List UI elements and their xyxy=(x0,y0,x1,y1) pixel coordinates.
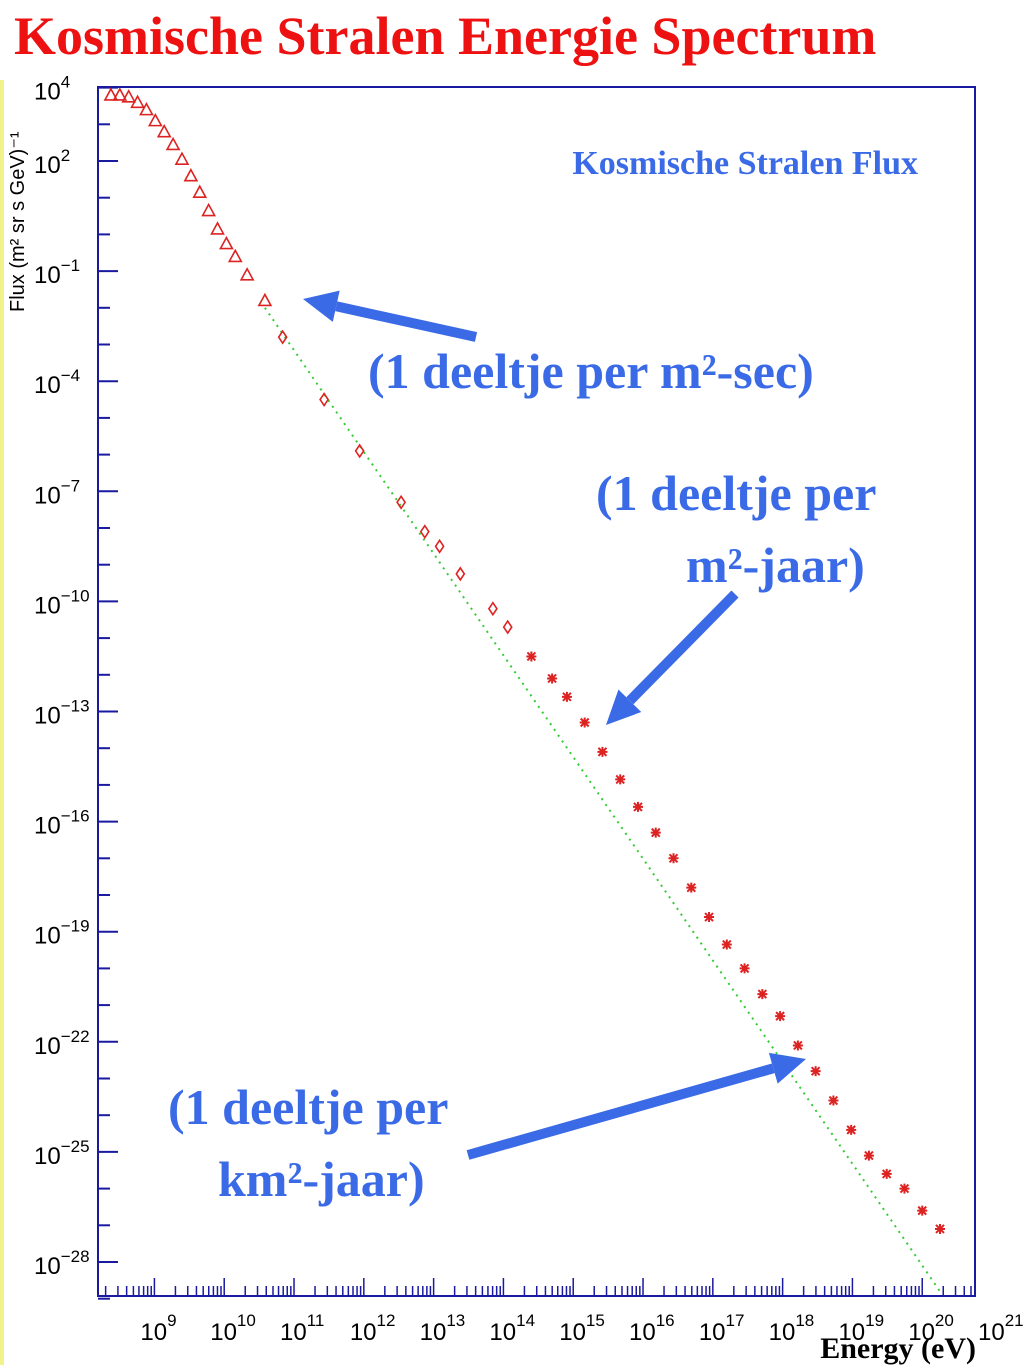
data-point-star xyxy=(863,1150,874,1161)
data-point-diamond xyxy=(277,329,288,345)
data-point-triangle xyxy=(121,89,137,103)
data-point-triangle xyxy=(257,292,273,307)
y-tick-label: 10−25 xyxy=(34,1137,90,1170)
x-axis-label: Energy (eV) xyxy=(820,1332,976,1365)
arrow-per-m2-sec xyxy=(303,290,478,342)
x-tick-label: 1015 xyxy=(559,1311,605,1346)
data-point-star xyxy=(881,1168,892,1179)
data-point-diamond xyxy=(419,524,430,540)
annotation-per-m2-jaar-line2: m²-jaar) xyxy=(686,537,865,593)
data-point-star xyxy=(632,801,643,812)
x-tick-label: 1020 xyxy=(908,1311,954,1346)
data-point-star xyxy=(526,651,537,662)
data-point-diamond xyxy=(354,443,365,459)
y-tick-label: 10−7 xyxy=(34,476,80,509)
page-title: Kosmische Stralen Energie Spectrum xyxy=(14,6,877,66)
left-edge-strip xyxy=(0,80,4,1365)
data-point-triangle xyxy=(112,87,128,101)
data-point-star xyxy=(739,963,750,974)
data-point-star xyxy=(668,853,679,864)
data-point-star xyxy=(917,1205,928,1216)
data-point-star xyxy=(810,1066,821,1077)
y-tick-label: 10−28 xyxy=(34,1247,90,1280)
arrow-per-m2-jaar xyxy=(606,590,739,725)
y-tick-label: 10−4 xyxy=(34,366,80,399)
data-point-star xyxy=(899,1183,910,1194)
x-tick-label: 1010 xyxy=(210,1311,256,1346)
annotation-per-km2-jaar-line1: (1 deeltje per xyxy=(168,1079,448,1135)
data-point-triangle xyxy=(183,168,199,182)
x-tick-label: 1018 xyxy=(769,1311,815,1346)
inner-title: Kosmische Stralen Flux xyxy=(572,145,918,182)
data-point-star xyxy=(775,1011,786,1022)
x-tick-label: 1014 xyxy=(489,1311,535,1346)
y-tick-label: 10−19 xyxy=(34,917,90,950)
y-tick-label: 10−10 xyxy=(34,586,90,619)
y-tick-label: 10−13 xyxy=(34,697,90,730)
data-point-triangle xyxy=(139,101,154,116)
data-point-triangle xyxy=(227,248,243,263)
x-tick-label: 109 xyxy=(140,1311,176,1346)
arrow-per-km2-jaar xyxy=(466,1052,806,1160)
data-point-star xyxy=(686,882,697,893)
data-point-star xyxy=(561,691,572,702)
data-point-triangle xyxy=(210,221,225,235)
data-point-triangle xyxy=(174,151,190,165)
data-point-triangle xyxy=(239,267,255,281)
x-tick-label: 1021 xyxy=(978,1311,1024,1346)
y-tick-label: 10−1 xyxy=(34,256,80,289)
data-point-star xyxy=(846,1124,857,1135)
data-point-star xyxy=(579,717,590,728)
annotation-per-m2-jaar-line1: (1 deeltje per xyxy=(596,465,876,521)
data-point-triangle xyxy=(156,123,172,138)
data-point-diamond xyxy=(455,566,466,582)
data-point-diamond xyxy=(487,601,498,617)
data-point-star xyxy=(935,1223,945,1234)
x-tick-label: 1012 xyxy=(350,1311,396,1346)
y-tick-label: 104 xyxy=(34,73,70,106)
y-tick-label: 102 xyxy=(34,146,70,179)
data-point-star xyxy=(721,939,732,950)
data-point-triangle xyxy=(219,235,234,250)
data-point-star xyxy=(704,912,715,923)
data-point-triangle xyxy=(165,136,181,151)
data-point-star xyxy=(650,827,661,838)
data-point-star xyxy=(757,989,768,1000)
data-point-diamond xyxy=(396,494,407,510)
x-tick-label: 1016 xyxy=(629,1311,675,1346)
data-point-triangle xyxy=(201,202,216,217)
x-tick-label: 1013 xyxy=(420,1311,466,1346)
x-tick-label: 1017 xyxy=(699,1311,745,1346)
data-point-star xyxy=(597,746,608,757)
data-point-triangle xyxy=(147,112,163,127)
data-point-star xyxy=(547,673,558,684)
x-tick-label: 1019 xyxy=(838,1311,884,1346)
y-tick-label: 10−16 xyxy=(34,807,90,840)
data-point-triangle xyxy=(103,87,119,101)
data-point-star xyxy=(792,1040,803,1051)
data-point-triangle xyxy=(192,184,208,198)
data-point-diamond xyxy=(319,392,330,407)
annotation-per-m2-sec: (1 deeltje per m²-sec) xyxy=(368,343,814,399)
x-tick-label: 1011 xyxy=(280,1311,324,1346)
data-point-star xyxy=(615,774,626,785)
data-point-star xyxy=(828,1095,839,1106)
y-tick-label: 10−22 xyxy=(34,1027,90,1060)
y-axis-label: Flux (m² sr s GeV)⁻¹ xyxy=(7,131,29,312)
data-point-diamond xyxy=(502,619,513,635)
data-point-diamond xyxy=(434,538,445,554)
annotation-per-km2-jaar-line2: km²-jaar) xyxy=(218,1151,425,1207)
data-point-triangle xyxy=(130,94,145,109)
fit-line xyxy=(264,307,941,1292)
